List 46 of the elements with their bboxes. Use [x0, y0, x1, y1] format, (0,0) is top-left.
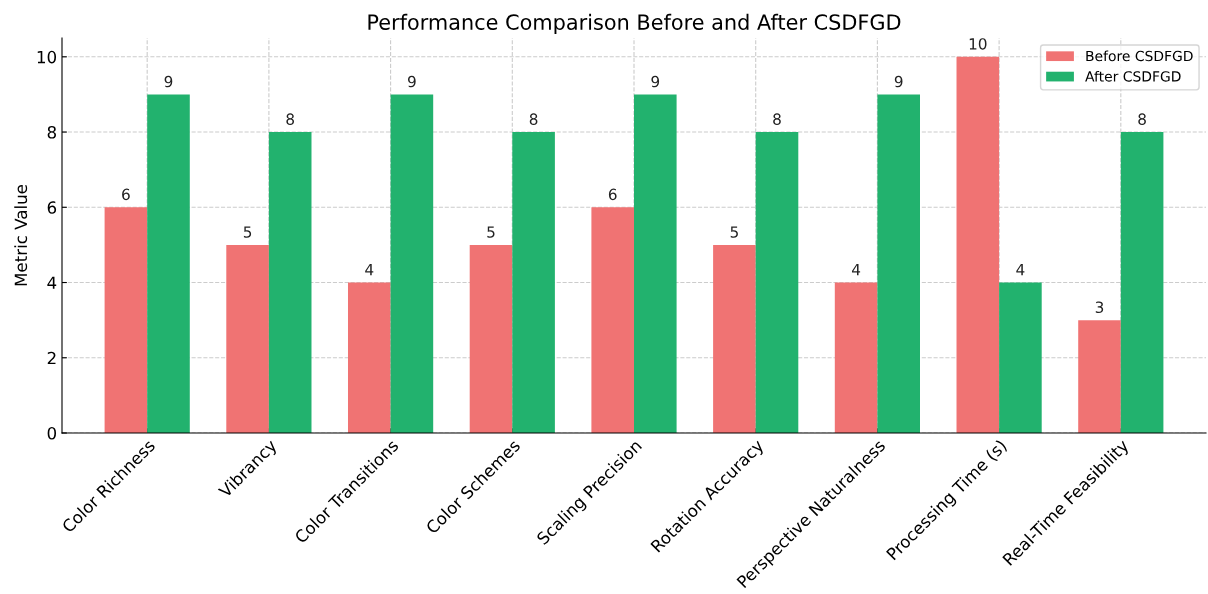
bar	[755, 132, 799, 433]
data-label: 5	[487, 226, 495, 238]
data-label: 4	[851, 264, 861, 276]
data-label: 9	[164, 75, 173, 88]
data-label: 8	[773, 113, 781, 125]
data-label: 10	[969, 38, 987, 50]
bar	[999, 282, 1042, 433]
data-label: 6	[122, 188, 130, 201]
y-tick-label: 6	[47, 201, 57, 214]
y-tick-label: 0	[47, 426, 57, 440]
bar	[713, 244, 756, 433]
data-label: 9	[408, 75, 416, 88]
bar	[226, 244, 269, 433]
data-label: 4	[365, 264, 374, 276]
chart-title: Performance Comparison Before and After CSDFGD	[368, 13, 901, 34]
bar	[268, 132, 312, 433]
bar	[956, 56, 1000, 433]
y-tick-label: 4	[47, 276, 57, 289]
data-label: 8	[286, 113, 295, 125]
data-label: 9	[651, 75, 660, 88]
bar	[591, 207, 634, 433]
data-label: 5	[730, 226, 738, 238]
bar	[1120, 132, 1164, 433]
data-label: 4	[1016, 264, 1025, 276]
bar	[877, 94, 920, 433]
y-tick-label: 2	[47, 351, 56, 365]
bar	[147, 94, 190, 433]
data-label: 8	[1138, 113, 1146, 125]
bar	[469, 244, 513, 433]
bar	[834, 282, 878, 433]
bar	[348, 282, 391, 433]
data-label: 9	[894, 75, 903, 88]
data-label: 8	[529, 113, 538, 125]
y-axis-title: Metric Value	[14, 184, 28, 286]
bar	[104, 207, 148, 433]
y-tick-label: 10	[37, 50, 57, 64]
bar	[634, 94, 677, 433]
bar	[512, 132, 555, 433]
data-label: 3	[1095, 301, 1104, 314]
data-label: 6	[608, 188, 617, 201]
legend-label: After CSDFGD	[1085, 70, 1181, 82]
y-tick-label: 8	[47, 126, 56, 139]
bar	[390, 94, 434, 433]
data-label: 5	[243, 226, 252, 238]
bar	[1078, 320, 1121, 433]
legend-label: Before CSDFGD	[1086, 50, 1193, 62]
